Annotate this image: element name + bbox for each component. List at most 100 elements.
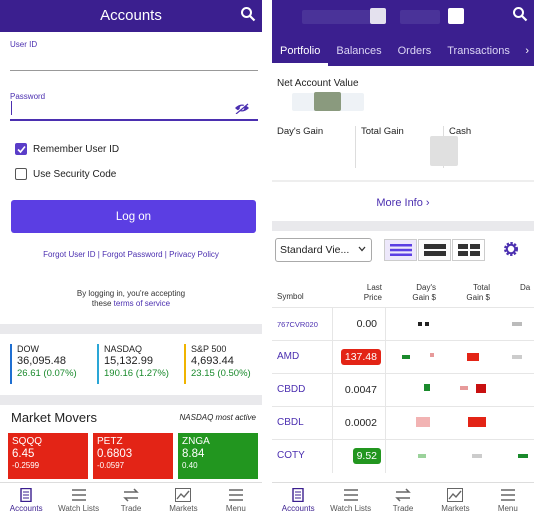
nav-menu[interactable]: Menu: [210, 483, 262, 518]
user-id-field[interactable]: [10, 70, 258, 71]
app-header: Accounts: [0, 0, 262, 32]
row-price: 0.00: [356, 318, 377, 330]
index-nasdaq[interactable]: NASDAQ 15,132.99 190.16 (1.27%): [97, 344, 169, 384]
view-select[interactable]: Standard Vie...: [275, 238, 372, 262]
tab-portfolio[interactable]: Portfolio: [272, 45, 329, 66]
forgot-user-id-link[interactable]: Forgot User ID: [43, 250, 96, 259]
index-name: NASDAQ: [104, 344, 143, 354]
nav-markets[interactable]: Markets: [157, 483, 209, 518]
col-last-price[interactable]: Last Price: [352, 283, 382, 303]
nav-trade[interactable]: Trade: [105, 483, 157, 518]
accounts-icon: [292, 488, 304, 502]
row-price: 0.0002: [344, 417, 377, 429]
total-gain-label: Total Gain: [361, 126, 404, 137]
redacted-pixel: [424, 384, 430, 391]
redacted-pixel: [416, 417, 430, 427]
forgot-password-link[interactable]: Forgot Password: [102, 250, 163, 259]
mover-card-petz[interactable]: PETZ 0.6803 -0.0597: [93, 433, 173, 479]
redacted-block: [448, 8, 464, 24]
row-symbol[interactable]: COTY: [277, 450, 305, 461]
cash-cell: Cash: [430, 126, 534, 168]
row-symbol[interactable]: 767CVR020: [277, 320, 318, 329]
login-screen: Accounts User ID Password Remember User …: [0, 0, 262, 518]
nav-markets[interactable]: Markets: [429, 483, 481, 518]
row-symbol[interactable]: CBDL: [277, 417, 304, 428]
section-divider: [0, 324, 262, 334]
redacted-pixel: [476, 384, 486, 393]
nav-watch-lists[interactable]: Watch Lists: [52, 483, 104, 518]
mover-card-znga[interactable]: ZNGA 8.84 0.40: [178, 433, 258, 479]
row-price: 0.0047: [344, 384, 377, 396]
market-indices: DOW 36,095.48 26.61 (0.07%) NASDAQ 15,13…: [0, 344, 262, 384]
mover-price: 6.45: [12, 448, 35, 460]
menu-icon: [500, 489, 515, 501]
table-row[interactable]: AMD 137.48: [272, 340, 534, 374]
grid-view-button[interactable]: [452, 239, 485, 261]
nav-trade[interactable]: Trade: [377, 483, 429, 518]
mover-change: -0.0597: [97, 461, 125, 470]
chevron-right-icon: ›: [425, 197, 430, 209]
watch-lists-icon: [343, 489, 358, 501]
terms-notice: By logging in, you're accepting these te…: [0, 289, 262, 309]
terms-text: By logging in, you're accepting: [76, 289, 186, 298]
gain-summary: Day's Gain Total Gain Cash: [272, 126, 534, 168]
col-total-gain[interactable]: Total Gain $: [456, 283, 490, 303]
password-field[interactable]: [10, 99, 258, 121]
markets-icon: [447, 488, 464, 502]
price-cell: 137.48: [332, 341, 386, 374]
table-row[interactable]: COTY 9.52: [272, 439, 534, 473]
wide-view-button[interactable]: [418, 239, 451, 261]
gear-icon[interactable]: [502, 240, 520, 258]
nav-accounts[interactable]: Accounts: [0, 483, 52, 518]
mover-symbol: SQQQ: [12, 436, 43, 447]
nav-label: Accounts: [281, 504, 315, 513]
nav-label: Menu: [225, 504, 246, 513]
eye-off-icon[interactable]: [234, 102, 250, 114]
chevron-down-icon: [358, 246, 366, 252]
tab-balances[interactable]: Balances: [336, 45, 382, 57]
redacted-block: [314, 92, 341, 111]
redacted-pixel: [468, 417, 486, 427]
row-price: 9.52: [352, 448, 381, 464]
security-code-checkbox[interactable]: Use Security Code: [15, 167, 116, 181]
table-row[interactable]: CBDD 0.0047: [272, 373, 534, 407]
col-symbol[interactable]: Symbol: [277, 292, 304, 301]
row-symbol[interactable]: AMD: [277, 351, 300, 362]
trade-icon: [123, 488, 139, 502]
more-info-link[interactable]: More Info ›: [272, 197, 534, 209]
days-gain-cell: Day's Gain: [272, 126, 355, 168]
portfolio-screen: Portfolio Balances Orders Transactions ›…: [272, 0, 534, 518]
remember-user-id-checkbox[interactable]: Remember User ID: [15, 142, 119, 156]
log-on-button[interactable]: Log on: [11, 200, 256, 233]
search-icon[interactable]: [240, 6, 256, 22]
col-days-gain[interactable]: Day's Gain $: [402, 283, 436, 303]
row-symbol[interactable]: CBDD: [277, 384, 306, 395]
table-row[interactable]: CBDL 0.0002: [272, 406, 534, 440]
index-dow[interactable]: DOW 36,095.48 26.61 (0.07%): [10, 344, 77, 384]
nav-accounts[interactable]: Accounts: [272, 483, 324, 518]
nav-watch-lists[interactable]: Watch Lists: [324, 483, 376, 518]
tab-orders[interactable]: Orders: [397, 45, 432, 57]
col-label: Gain $: [412, 293, 436, 302]
accounts-icon: [20, 488, 32, 502]
mover-card-sqqq[interactable]: SQQQ 6.45 -0.2599: [8, 433, 88, 479]
search-icon[interactable]: [512, 6, 528, 22]
table-row[interactable]: 767CVR020 0.00: [272, 307, 534, 341]
terms-of-service-link[interactable]: terms of service: [113, 299, 171, 308]
account-header: [272, 0, 534, 33]
list-view-button[interactable]: [384, 239, 417, 261]
nav-menu[interactable]: Menu: [482, 483, 534, 518]
tab-transactions[interactable]: Transactions: [447, 45, 510, 57]
index-change: 23.15 (0.50%): [191, 368, 251, 379]
chevron-right-icon[interactable]: ›: [525, 45, 529, 57]
nav-label: Watch Lists: [58, 504, 100, 513]
security-code-label: Use Security Code: [33, 168, 117, 180]
redacted-pixel: [512, 355, 522, 359]
mover-change: -0.2599: [12, 461, 40, 470]
col-days-gain-pct[interactable]: Da: [520, 283, 531, 292]
nav-label: Watch Lists: [330, 504, 372, 513]
index-sp500[interactable]: S&P 500 4,693.44 23.15 (0.50%): [184, 344, 251, 384]
privacy-policy-link[interactable]: Privacy Policy: [169, 250, 219, 259]
mover-symbol: PETZ: [97, 436, 123, 447]
mover-price: 8.84: [182, 448, 205, 460]
